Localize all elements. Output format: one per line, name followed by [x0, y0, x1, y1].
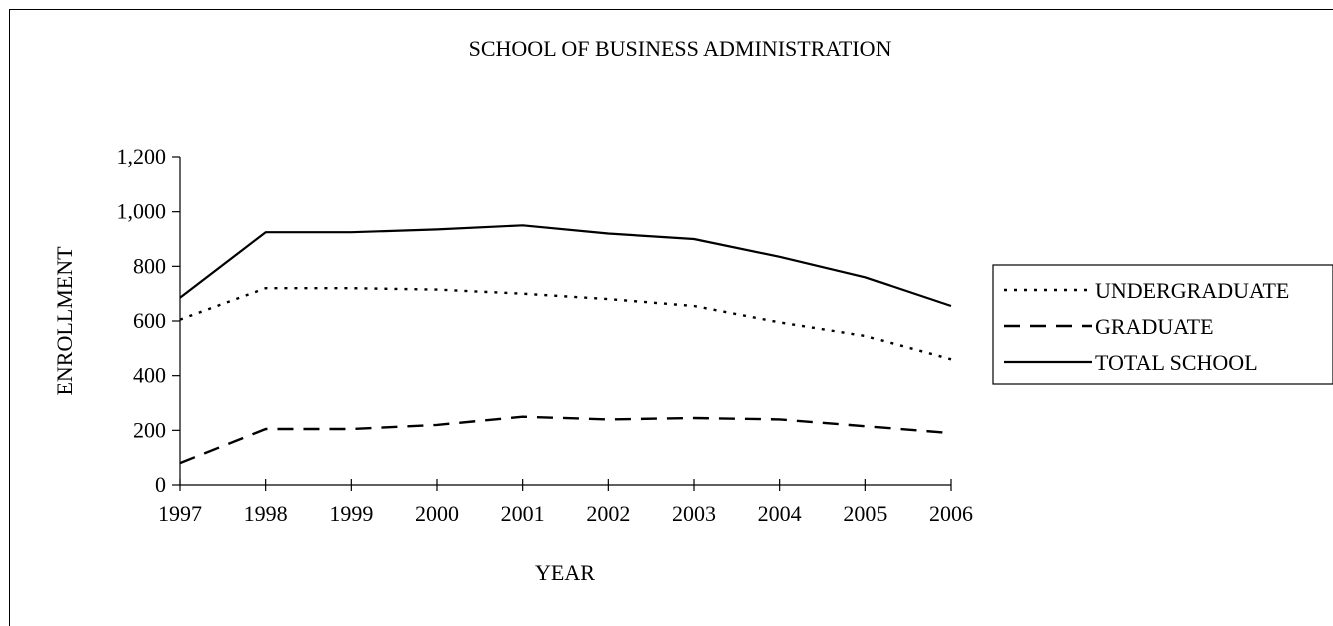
y-tick-label: 1,000	[117, 199, 167, 224]
series-line-total-school	[179, 224, 952, 308]
x-tick-label: 2002	[586, 501, 630, 526]
y-axis-title: ENROLLMENT	[52, 246, 77, 396]
x-tick-label: 2004	[758, 501, 802, 526]
x-tick-label: 1997	[158, 501, 202, 526]
x-tick-label: 2003	[672, 501, 716, 526]
y-tick-label: 600	[133, 308, 166, 333]
x-tick-label: 2000	[415, 501, 459, 526]
x-axis-title: YEAR	[535, 560, 595, 585]
series-line-graduate	[179, 415, 952, 465]
x-tick-label: 2005	[843, 501, 887, 526]
x-tick-label: 1998	[244, 501, 288, 526]
axes: 0 200 400 600 800 1,000 1,200 1997 1998 1999 2000 2…	[117, 144, 974, 526]
x-tick-label: 2006	[929, 501, 973, 526]
legend: UNDERGRADUATE GRADUATE TOTAL SCHOOL	[992, 264, 1333, 385]
x-tick-label: 1999	[329, 501, 373, 526]
y-tick-label: 800	[133, 253, 166, 278]
y-tick-label: 0	[155, 472, 166, 497]
x-tick-label: 2001	[501, 501, 545, 526]
series-line-undergraduate	[179, 287, 952, 361]
legend-label: TOTAL SCHOOL	[1095, 350, 1258, 375]
legend-label: UNDERGRADUATE	[1095, 278, 1289, 303]
y-tick-label: 400	[133, 363, 166, 388]
series-layer	[179, 224, 952, 465]
chart-title: SCHOOL OF BUSINESS ADMINISTRATION	[469, 36, 892, 61]
y-tick-label: 200	[133, 417, 166, 442]
y-tick-label: 1,200	[117, 144, 167, 169]
legend-label: GRADUATE	[1095, 314, 1214, 339]
chart-frame	[9, 9, 1333, 626]
legend-box	[992, 264, 1333, 385]
